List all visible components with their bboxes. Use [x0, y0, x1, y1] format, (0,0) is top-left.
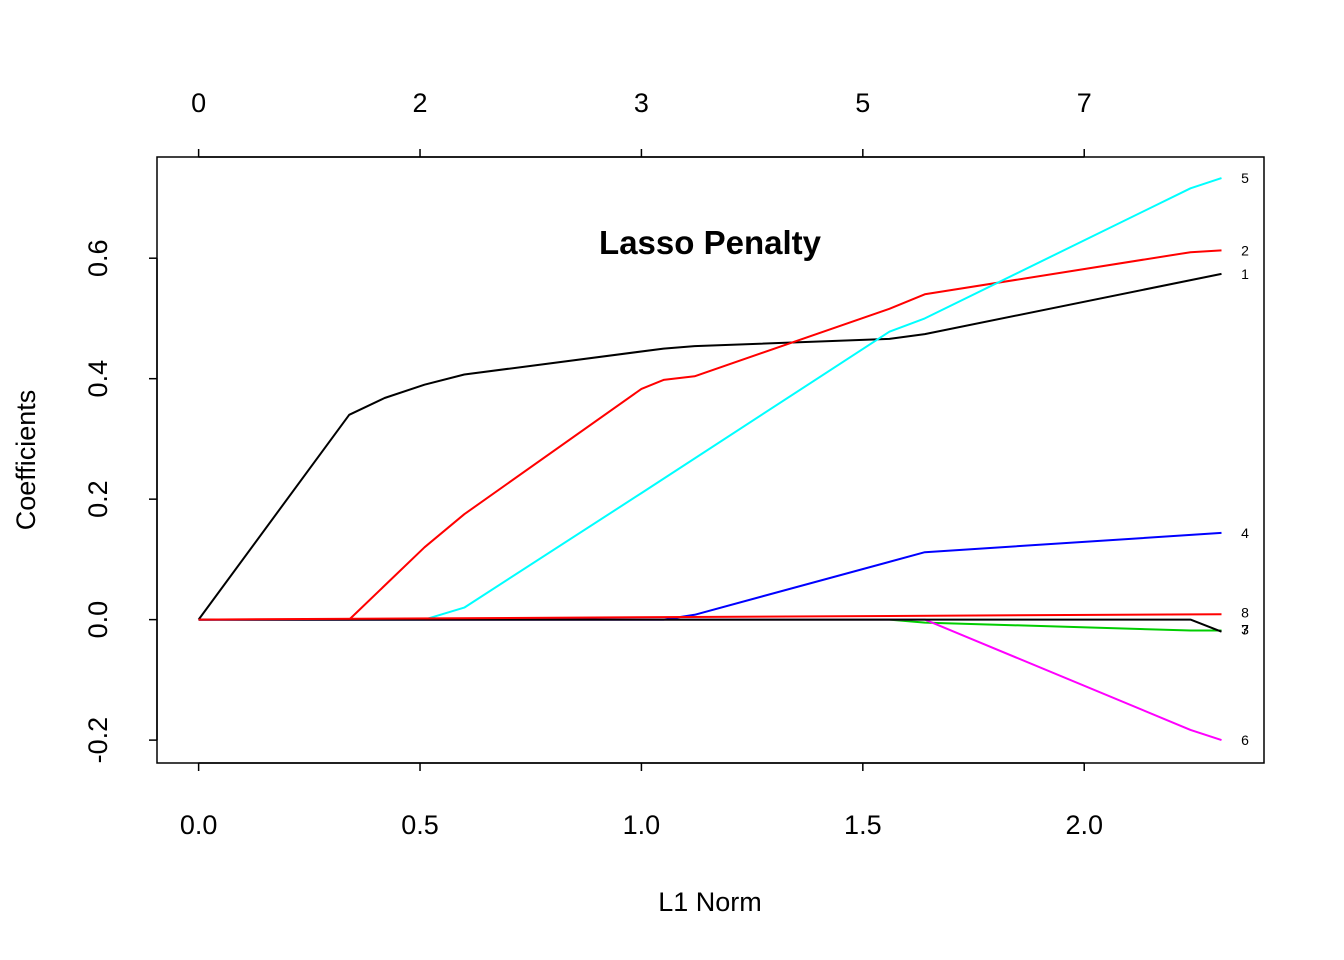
- y-tick-label: 0.6: [83, 239, 113, 277]
- series-line-7: [198, 618, 1222, 633]
- series-line-6: [198, 618, 1222, 742]
- end-label-4: 4: [1241, 525, 1249, 541]
- x-axis: 0.0 0.5 1.0 1.5 2.0: [180, 762, 1103, 840]
- end-label-2: 2: [1241, 242, 1249, 258]
- series-line-2: [198, 249, 1222, 621]
- x-tick-label: 0.0: [180, 810, 218, 840]
- end-label-5: 5: [1241, 170, 1249, 186]
- chart-title: Lasso Penalty: [599, 224, 822, 261]
- series-line-8: [198, 613, 1222, 621]
- y-tick-label: 0.2: [83, 480, 113, 518]
- top-tick-label: 0: [191, 88, 206, 118]
- series-layer: [197, 177, 1222, 742]
- top-tick-label: 3: [634, 88, 649, 118]
- end-label-8: 8: [1241, 604, 1249, 620]
- y-tick-label: 0.4: [83, 360, 113, 398]
- end-label-6: 6: [1241, 732, 1249, 748]
- y-tick-label: -0.2: [83, 717, 113, 764]
- end-label-1: 1: [1241, 266, 1249, 282]
- x-axis-title: L1 Norm: [658, 887, 762, 917]
- top-tick-label: 2: [413, 88, 428, 118]
- end-labels: 5 2 1 4 837 6: [1241, 170, 1249, 748]
- y-axis-title: Coefficients: [11, 390, 41, 531]
- end-label-7: 7: [1241, 621, 1249, 637]
- y-tick-label: 0.0: [83, 601, 113, 639]
- end-label-3: 3: [1241, 621, 1249, 637]
- y-axis: -0.2 0.0 0.2 0.4 0.6: [83, 239, 158, 764]
- x-tick-label: 1.5: [844, 810, 882, 840]
- series-line-4: [198, 531, 1222, 621]
- x-tick-label: 1.0: [623, 810, 661, 840]
- top-axis: 0 2 3 5 7: [191, 88, 1092, 158]
- series-line-1: [197, 272, 1222, 621]
- x-tick-label: 0.5: [401, 810, 439, 840]
- top-tick-label: 5: [855, 88, 870, 118]
- series-line-3: [198, 618, 1222, 632]
- x-tick-label: 2.0: [1065, 810, 1103, 840]
- top-tick-label: 7: [1077, 88, 1092, 118]
